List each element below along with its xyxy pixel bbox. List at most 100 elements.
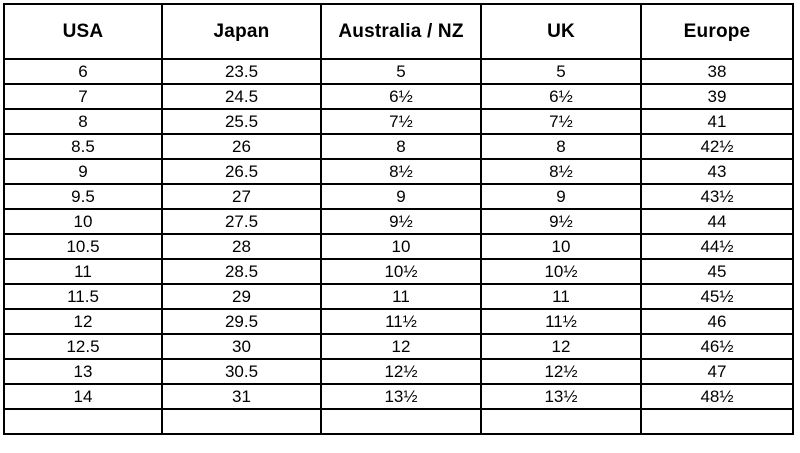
cell-japan: 28.5 [161, 258, 322, 285]
cell-usa: 8.5 [3, 133, 163, 160]
cell-uk: 10½ [480, 258, 642, 285]
cell-europe: 46½ [640, 333, 794, 360]
cell-aunz: 11 [320, 283, 482, 310]
cell-uk: 5 [480, 58, 642, 85]
cell-aunz: 8 [320, 133, 482, 160]
cell-aunz: 6½ [320, 83, 482, 110]
cell-europe [640, 408, 794, 435]
cell-uk: 10 [480, 233, 642, 260]
cell-aunz: 11½ [320, 308, 482, 335]
cell-uk: 8 [480, 133, 642, 160]
shoe-size-conversion-chart: USA Japan Australia / NZ UK Europe 6 23.5… [3, 3, 794, 435]
cell-europe: 46 [640, 308, 794, 335]
cell-europe: 48½ [640, 383, 794, 410]
table-row: 12.5 30 12 12 46½ [3, 333, 794, 360]
cell-europe: 38 [640, 58, 794, 85]
table-row: 10 27.5 9½ 9½ 44 [3, 208, 794, 235]
cell-europe: 43½ [640, 183, 794, 210]
cell-usa: 11.5 [3, 283, 163, 310]
cell-uk: 7½ [480, 108, 642, 135]
cell-usa: 14 [3, 383, 163, 410]
header-row: USA Japan Australia / NZ UK Europe [3, 3, 794, 60]
table-row: 8.5 26 8 8 42½ [3, 133, 794, 160]
table-row: 7 24.5 6½ 6½ 39 [3, 83, 794, 110]
cell-aunz: 10½ [320, 258, 482, 285]
cell-europe: 44½ [640, 233, 794, 260]
cell-japan: 29 [161, 283, 322, 310]
cell-aunz: 13½ [320, 383, 482, 410]
cell-uk: 6½ [480, 83, 642, 110]
cell-uk: 11 [480, 283, 642, 310]
column-header-usa: USA [3, 3, 163, 60]
table-body: 6 23.5 5 5 38 7 24.5 6½ 6½ 39 8 25.5 7½ 7½ 41 8.5 26 8 8 42… [3, 58, 794, 435]
table-row: 13 30.5 12½ 12½ 47 [3, 358, 794, 385]
column-header-europe: Europe [640, 3, 794, 60]
cell-aunz: 8½ [320, 158, 482, 185]
table-row: 9 26.5 8½ 8½ 43 [3, 158, 794, 185]
cell-japan: 27 [161, 183, 322, 210]
cell-usa: 6 [3, 58, 163, 85]
table-row: 11 28.5 10½ 10½ 45 [3, 258, 794, 285]
cell-usa: 12 [3, 308, 163, 335]
cell-japan: 28 [161, 233, 322, 260]
cell-usa: 8 [3, 108, 163, 135]
table-row: 12 29.5 11½ 11½ 46 [3, 308, 794, 335]
table-row: 11.5 29 11 11 45½ [3, 283, 794, 310]
cell-uk: 8½ [480, 158, 642, 185]
cell-uk: 13½ [480, 383, 642, 410]
column-header-uk: UK [480, 3, 642, 60]
cell-aunz: 7½ [320, 108, 482, 135]
cell-europe: 47 [640, 358, 794, 385]
cell-aunz [320, 408, 482, 435]
cell-aunz: 12 [320, 333, 482, 360]
cell-europe: 44 [640, 208, 794, 235]
cell-japan: 27.5 [161, 208, 322, 235]
cell-usa: 9.5 [3, 183, 163, 210]
cell-europe: 45½ [640, 283, 794, 310]
table-header: USA Japan Australia / NZ UK Europe [3, 3, 794, 60]
cell-japan: 26.5 [161, 158, 322, 185]
cell-aunz: 9½ [320, 208, 482, 235]
cell-aunz: 9 [320, 183, 482, 210]
cell-aunz: 5 [320, 58, 482, 85]
cell-usa: 10.5 [3, 233, 163, 260]
cell-uk: 11½ [480, 308, 642, 335]
column-header-japan: Japan [161, 3, 322, 60]
cell-europe: 39 [640, 83, 794, 110]
cell-japan: 23.5 [161, 58, 322, 85]
table-row: 10.5 28 10 10 44½ [3, 233, 794, 260]
cell-usa: 9 [3, 158, 163, 185]
cell-uk: 12 [480, 333, 642, 360]
cell-usa: 10 [3, 208, 163, 235]
cell-uk: 12½ [480, 358, 642, 385]
cell-europe: 45 [640, 258, 794, 285]
table-row: 9.5 27 9 9 43½ [3, 183, 794, 210]
cell-japan [161, 408, 322, 435]
table-row: 8 25.5 7½ 7½ 41 [3, 108, 794, 135]
cell-japan: 25.5 [161, 108, 322, 135]
cell-japan: 30 [161, 333, 322, 360]
cell-japan: 26 [161, 133, 322, 160]
table-row: 14 31 13½ 13½ 48½ [3, 383, 794, 410]
cell-uk: 9½ [480, 208, 642, 235]
cell-usa: 7 [3, 83, 163, 110]
cell-uk [480, 408, 642, 435]
cell-europe: 42½ [640, 133, 794, 160]
cell-japan: 29.5 [161, 308, 322, 335]
column-header-aunz: Australia / NZ [320, 3, 482, 60]
cell-usa: 11 [3, 258, 163, 285]
size-conversion-table: USA Japan Australia / NZ UK Europe 6 23.5… [3, 3, 794, 435]
cell-japan: 24.5 [161, 83, 322, 110]
cell-aunz: 10 [320, 233, 482, 260]
cell-aunz: 12½ [320, 358, 482, 385]
table-row: 6 23.5 5 5 38 [3, 58, 794, 85]
cell-usa: 13 [3, 358, 163, 385]
cell-usa: 12.5 [3, 333, 163, 360]
cell-japan: 31 [161, 383, 322, 410]
cell-usa [3, 408, 163, 435]
cell-uk: 9 [480, 183, 642, 210]
cell-europe: 41 [640, 108, 794, 135]
table-row [3, 408, 794, 435]
cell-japan: 30.5 [161, 358, 322, 385]
cell-europe: 43 [640, 158, 794, 185]
